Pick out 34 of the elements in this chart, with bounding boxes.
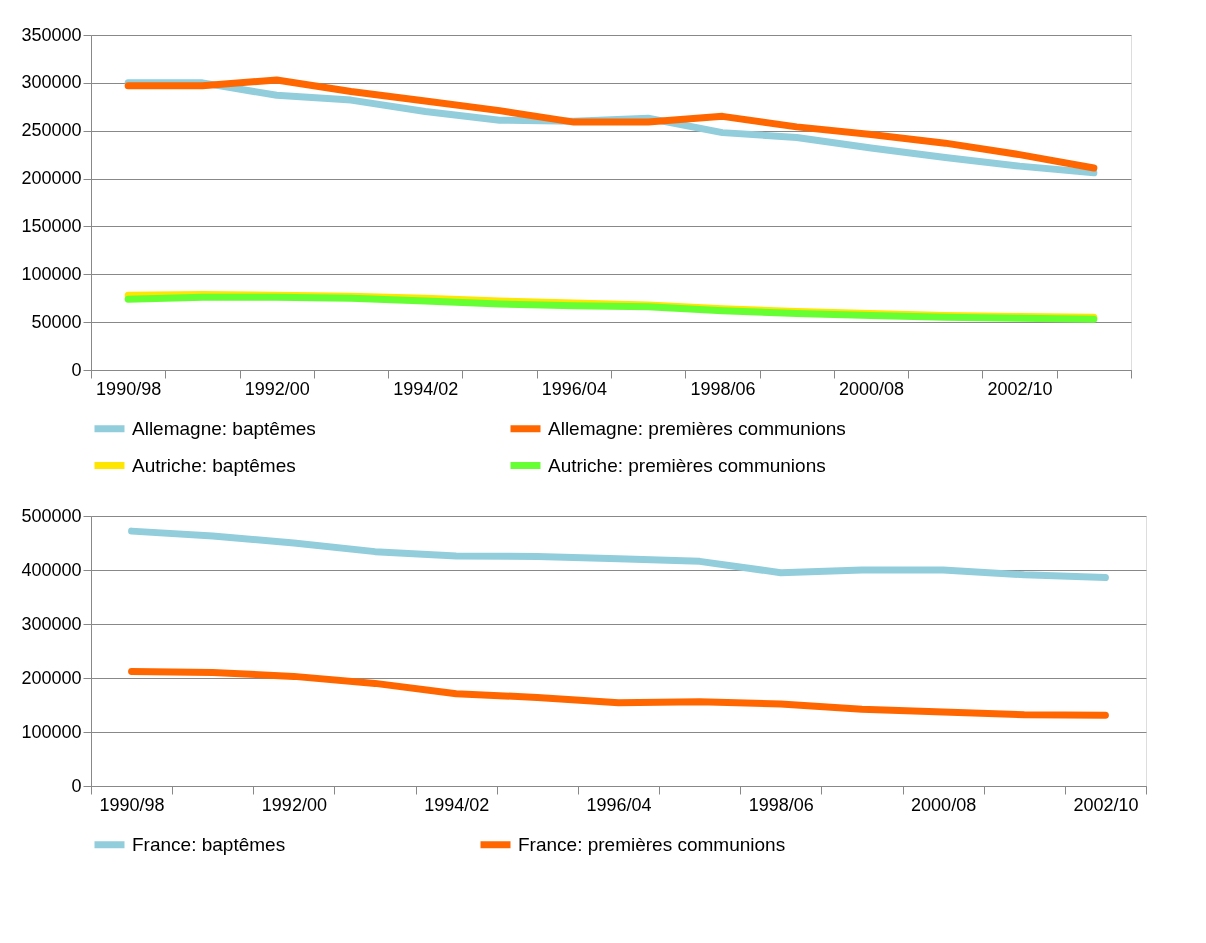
x-tick-label: 1996/04 (541, 378, 607, 399)
y-tick-label: 350000 (21, 24, 82, 45)
legend-label: France: baptêmes (132, 833, 286, 855)
y-tick-label: 150000 (21, 215, 82, 236)
y-tick-label: 0 (71, 775, 82, 796)
legend-label: Autriche: premières communions (548, 454, 826, 476)
y-tick-label: 400000 (21, 559, 82, 580)
x-tick-label: 1998/06 (690, 378, 756, 399)
y-tick-label: 100000 (21, 263, 82, 284)
y-tick-label: 200000 (21, 667, 82, 688)
y-tick-label: 300000 (21, 72, 82, 93)
x-tick-label: 1994/02 (424, 794, 490, 815)
y-tick-label: 200000 (21, 168, 82, 189)
x-tick-label: 1990/98 (99, 794, 165, 815)
x-tick-label: 1990/98 (96, 378, 162, 399)
legend-label: Autriche: baptêmes (132, 454, 296, 476)
x-tick-label: 1992/00 (261, 794, 327, 815)
legend-label: Allemagne: baptêmes (132, 417, 316, 439)
x-tick-label: 1998/06 (748, 794, 814, 815)
y-tick-label: 300000 (21, 613, 82, 634)
x-tick-label: 2000/08 (911, 794, 977, 815)
y-tick-label: 100000 (21, 721, 82, 742)
x-tick-label: 2002/10 (1073, 794, 1139, 815)
x-tick-label: 1992/00 (244, 378, 310, 399)
x-tick-label: 1996/04 (586, 794, 652, 815)
legend-label: Allemagne: premières communions (548, 417, 846, 439)
x-tick-label: 2000/08 (838, 378, 905, 399)
y-tick-label: 0 (71, 359, 82, 380)
y-tick-label: 250000 (21, 120, 82, 141)
legend-label: France: premières communions (518, 833, 786, 855)
x-tick-label: 1994/02 (393, 378, 459, 399)
y-tick-label: 500000 (21, 505, 82, 526)
y-tick-label: 50000 (31, 311, 82, 332)
x-tick-label: 2002/10 (987, 378, 1053, 399)
